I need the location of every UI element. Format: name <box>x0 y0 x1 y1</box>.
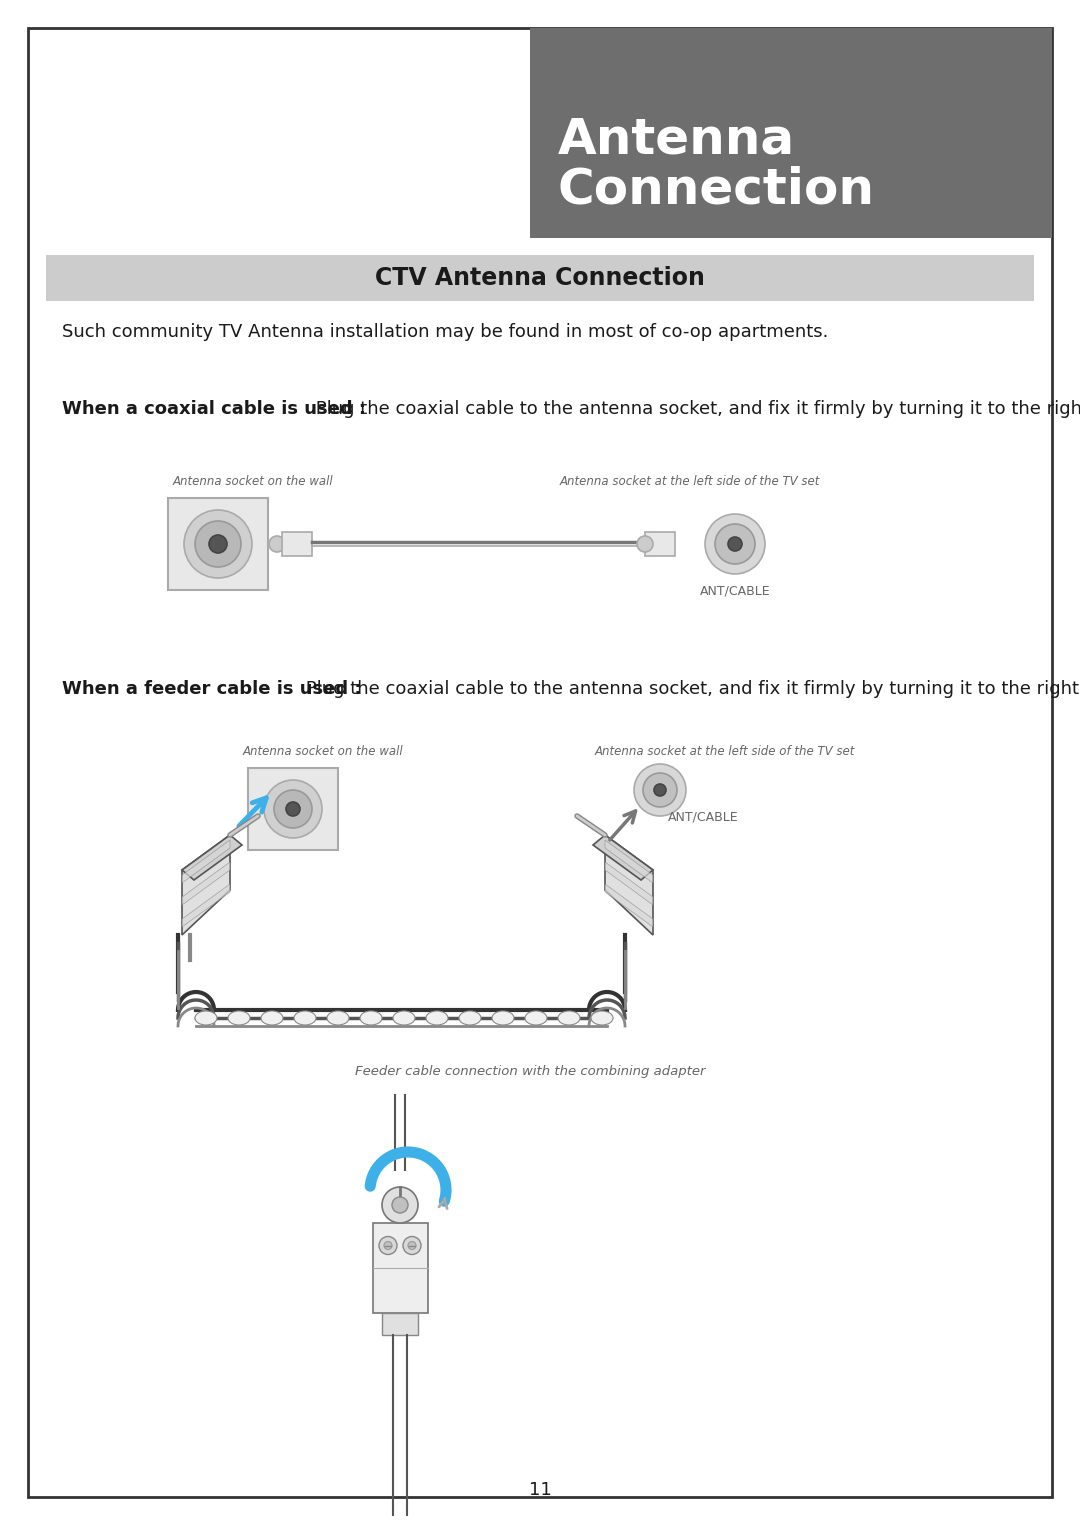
Polygon shape <box>183 840 230 883</box>
Ellipse shape <box>261 1011 283 1025</box>
Circle shape <box>403 1237 421 1255</box>
Bar <box>645 532 675 557</box>
Circle shape <box>705 514 765 573</box>
Circle shape <box>264 779 322 839</box>
Ellipse shape <box>558 1011 580 1025</box>
Circle shape <box>728 537 742 551</box>
Bar <box>282 532 312 557</box>
Text: 11: 11 <box>528 1481 552 1499</box>
Text: Feeder cable connection with the combining adapter: Feeder cable connection with the combini… <box>355 1064 705 1078</box>
Polygon shape <box>183 836 230 935</box>
Bar <box>168 499 268 590</box>
Bar <box>248 769 338 849</box>
Bar <box>530 27 1052 238</box>
Circle shape <box>384 1241 392 1249</box>
Text: Antenna socket on the wall: Antenna socket on the wall <box>173 474 334 488</box>
Text: Plug the coaxial cable to the antenna socket, and fix it firmly by turning it to: Plug the coaxial cable to the antenna so… <box>300 680 1080 698</box>
Circle shape <box>195 522 241 567</box>
Polygon shape <box>605 836 653 935</box>
Text: When a coaxial cable is used :: When a coaxial cable is used : <box>62 400 366 418</box>
Ellipse shape <box>492 1011 514 1025</box>
Polygon shape <box>183 836 242 880</box>
Circle shape <box>715 525 755 564</box>
Circle shape <box>408 1241 416 1249</box>
Polygon shape <box>605 840 653 883</box>
Circle shape <box>392 1197 408 1212</box>
Circle shape <box>634 764 686 816</box>
Polygon shape <box>605 862 653 904</box>
Text: Such community TV Antenna installation may be found in most of co-op apartments.: Such community TV Antenna installation m… <box>62 323 828 342</box>
Circle shape <box>654 784 666 796</box>
Bar <box>382 1313 418 1334</box>
Circle shape <box>269 535 285 552</box>
Text: Connection: Connection <box>558 165 875 214</box>
Text: Antenna socket at the left side of the TV set: Antenna socket at the left side of the T… <box>595 746 855 758</box>
Circle shape <box>184 509 252 578</box>
Text: Antenna socket on the wall: Antenna socket on the wall <box>243 746 404 758</box>
Circle shape <box>274 790 312 828</box>
Circle shape <box>210 535 227 554</box>
Ellipse shape <box>228 1011 249 1025</box>
Text: Antenna socket at the left side of the TV set: Antenna socket at the left side of the T… <box>561 474 821 488</box>
Polygon shape <box>183 884 230 927</box>
Circle shape <box>643 773 677 807</box>
Text: When a feeder cable is used :: When a feeder cable is used : <box>62 680 362 698</box>
Ellipse shape <box>327 1011 349 1025</box>
Ellipse shape <box>294 1011 316 1025</box>
Circle shape <box>286 802 300 816</box>
Ellipse shape <box>525 1011 546 1025</box>
Text: Antenna: Antenna <box>558 114 795 163</box>
Ellipse shape <box>393 1011 415 1025</box>
Circle shape <box>382 1186 418 1223</box>
Text: ANT/CABLE: ANT/CABLE <box>669 810 739 824</box>
Text: Plug the coaxial cable to the antenna socket, and fix it firmly by turning it to: Plug the coaxial cable to the antenna so… <box>310 400 1080 418</box>
Ellipse shape <box>195 1011 217 1025</box>
Bar <box>373 1223 428 1313</box>
Bar <box>46 255 1034 300</box>
Ellipse shape <box>360 1011 382 1025</box>
Polygon shape <box>605 884 653 927</box>
Circle shape <box>637 535 653 552</box>
Text: ANT/CABLE: ANT/CABLE <box>700 586 771 598</box>
Ellipse shape <box>591 1011 613 1025</box>
Ellipse shape <box>459 1011 481 1025</box>
Polygon shape <box>183 862 230 904</box>
Circle shape <box>379 1237 397 1255</box>
Text: CTV Antenna Connection: CTV Antenna Connection <box>375 265 705 290</box>
Polygon shape <box>593 836 653 880</box>
Ellipse shape <box>426 1011 448 1025</box>
